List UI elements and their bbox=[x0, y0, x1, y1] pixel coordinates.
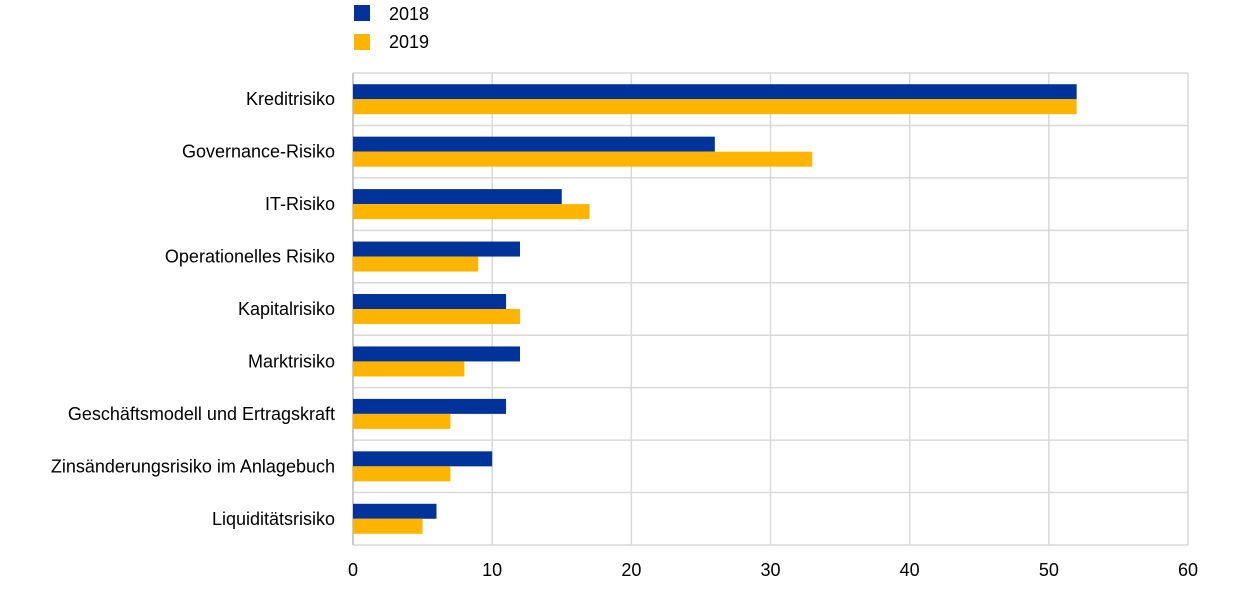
bar-2018 bbox=[353, 241, 520, 257]
bar-2019 bbox=[353, 151, 813, 167]
bar-2019 bbox=[353, 204, 590, 220]
category-label: Geschäftsmodell und Ertragskraft bbox=[68, 404, 335, 424]
x-tick-label: 20 bbox=[621, 560, 641, 580]
plot-area: Kreditrisiko Governance-Risiko IT-Risiko Op… bbox=[51, 72, 1198, 580]
bar-2019 bbox=[353, 309, 520, 324]
legend-label-2019: 2019 bbox=[389, 32, 429, 52]
bar-2019 bbox=[353, 466, 451, 482]
category-label: Marktrisiko bbox=[248, 351, 335, 371]
bar-2018 bbox=[353, 294, 507, 309]
bar-2019 bbox=[353, 413, 451, 429]
category-label: IT-Risiko bbox=[265, 194, 335, 214]
category-label: Operationelles Risiko bbox=[165, 247, 335, 267]
x-tick-label: 60 bbox=[1178, 560, 1198, 580]
category-label: Governance-Risiko bbox=[182, 142, 335, 162]
legend-swatch-2019 bbox=[354, 34, 370, 50]
bar-2019 bbox=[353, 361, 465, 377]
x-tick-label: 50 bbox=[1039, 560, 1059, 580]
category-label: Kreditrisiko bbox=[246, 89, 335, 109]
x-tick-label: 40 bbox=[900, 560, 920, 580]
x-tick-label: 0 bbox=[348, 560, 358, 580]
bar-2019 bbox=[353, 256, 479, 272]
bar-2018 bbox=[353, 346, 520, 362]
bar-2018 bbox=[353, 189, 562, 205]
bar-2019 bbox=[353, 518, 423, 534]
bar-2018 bbox=[353, 398, 507, 414]
legend-label-2018: 2018 bbox=[389, 4, 429, 24]
legend-item-2018: 2018 bbox=[354, 4, 429, 24]
x-tick-label: 30 bbox=[760, 560, 780, 580]
legend-swatch-2018 bbox=[354, 5, 370, 21]
category-label: Zinsänderungsrisiko im Anlagebuch bbox=[51, 456, 335, 476]
bar-2018 bbox=[353, 84, 1077, 100]
category-label: Liquiditätsrisiko bbox=[212, 509, 335, 529]
bar-2018 bbox=[353, 136, 715, 152]
bar-2018 bbox=[353, 451, 493, 467]
category-label: Kapitalrisiko bbox=[238, 299, 335, 319]
legend: 2018 2019 bbox=[354, 4, 429, 52]
bar-2019 bbox=[353, 99, 1077, 115]
bar-2018 bbox=[353, 503, 437, 519]
legend-item-2019: 2019 bbox=[354, 32, 429, 52]
x-tick-label: 10 bbox=[482, 560, 502, 580]
